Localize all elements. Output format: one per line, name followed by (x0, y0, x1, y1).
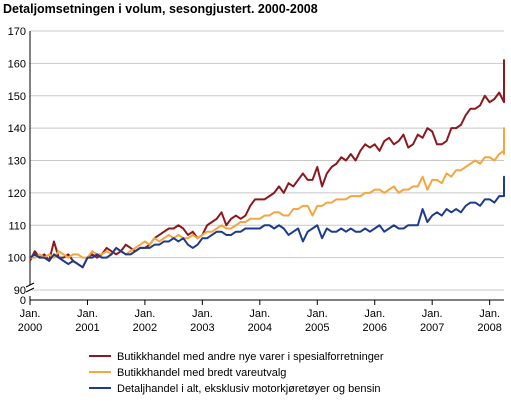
x-tick-label-year-2006-01: 2006 (362, 322, 386, 334)
x-tick-label-month-2004-01: Jan. (249, 308, 270, 320)
y-tick-label-120: 120 (8, 188, 26, 200)
y-tick-label-110: 110 (8, 220, 26, 232)
x-tick-label-month-2000-01: Jan. (20, 308, 41, 320)
y-tick-label-zero: 0 (20, 295, 26, 307)
x-tick-label-year-2002-01: 2002 (133, 322, 157, 334)
tick-labels: 901001101201301401501601700Jan.2000Jan.2… (8, 26, 502, 334)
x-tick-label-month-2002-01: Jan. (135, 308, 156, 320)
axis-break-mark-top (25, 282, 35, 288)
x-tick-label-month-2001-01: Jan. (77, 308, 98, 320)
y-tick-label-140: 140 (8, 123, 26, 135)
y-tick-label-90: 90 (14, 285, 26, 297)
series-line-3 (29, 175, 505, 269)
chart-title: Detaljomsetningen i volum, sesongjustert… (3, 2, 318, 16)
axes (25, 31, 504, 305)
gridlines (30, 30, 504, 291)
legend-label-3: Detaljhandel i alt, eksklusiv motorkjøre… (117, 383, 381, 395)
y-tick-label-150: 150 (8, 91, 26, 103)
x-tick-label-year-2001-01: 2001 (75, 322, 99, 334)
x-tick-label-month-2005-01: Jan. (307, 308, 328, 320)
x-tick-label-month-2007-01: Jan. (422, 308, 443, 320)
legend-label-2: Butikkhandel med bredt vareutvalg (117, 367, 286, 379)
y-tick-label-130: 130 (8, 156, 26, 168)
x-tick-label-month-2006-01: Jan. (364, 308, 385, 320)
x-tick-label-month-2003-01: Jan. (192, 308, 213, 320)
x-tick-label-year-2005-01: 2005 (305, 322, 329, 334)
x-tick-label-year-2003-01: 2003 (190, 322, 214, 334)
legend: Butikkhandel med andre nye varer i spesi… (89, 351, 384, 395)
y-tick-label-100: 100 (8, 253, 26, 265)
y-tick-label-160: 160 (8, 58, 26, 70)
x-tick-label-year-2008-01: 2008 (477, 322, 501, 334)
x-tick-label-year-2007-01: 2007 (420, 322, 444, 334)
axis-break-mark-bottom (25, 287, 35, 293)
x-tick-label-month-2008-01: Jan. (479, 308, 500, 320)
y-tick-label-170: 170 (8, 26, 26, 38)
legend-label-1: Butikkhandel med andre nye varer i spesi… (117, 351, 384, 363)
series-line-1 (29, 59, 505, 269)
x-tick-label-year-2004-01: 2004 (248, 322, 272, 334)
x-tick-label-year-2000-01: 2000 (18, 322, 42, 334)
series-lines (29, 59, 505, 269)
